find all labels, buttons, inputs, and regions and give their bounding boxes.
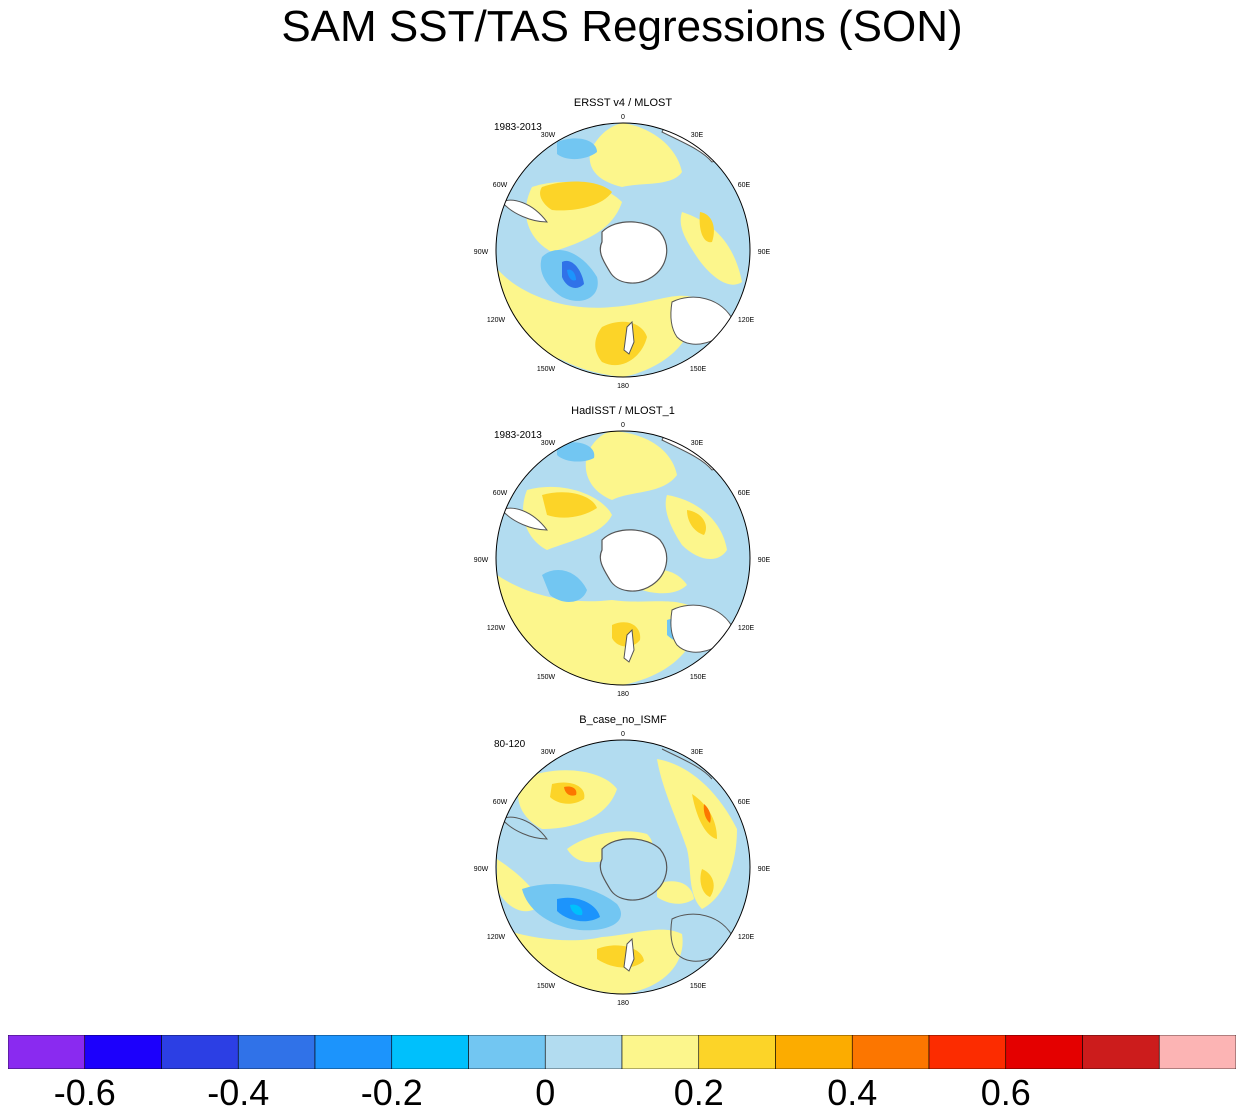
colorbar-box: [468, 1035, 546, 1069]
colorbar-box: [698, 1035, 776, 1069]
lon-label: 150W: [537, 983, 556, 990]
map-panel-bcase: B_case_no_ISMF 80-120 0: [472, 709, 774, 1009]
lon-label: 120E: [738, 934, 755, 941]
lon-label: 60W: [493, 490, 508, 497]
longitude-labels: 0 30E 60E 90E 120E 150E 180 150W 120W 90…: [474, 114, 771, 390]
lon-label: 30W: [541, 749, 556, 756]
lon-label: 60E: [738, 182, 751, 189]
sst-field: [496, 740, 750, 994]
colorbar-box: [928, 1035, 1007, 1069]
lon-label: 30W: [541, 440, 556, 447]
lon-label: 30E: [691, 440, 704, 447]
lon-label: 0: [621, 731, 625, 738]
lon-label: 120E: [738, 625, 755, 632]
lon-label: 90E: [758, 249, 771, 256]
lon-label: 90E: [758, 557, 771, 564]
colorbar-tick-label: 0.6: [980, 1072, 1031, 1113]
colorbar-box: [161, 1035, 239, 1069]
lon-label: 90W: [474, 866, 489, 873]
colorbar-box: [1005, 1035, 1083, 1069]
colorbar-box: [544, 1035, 623, 1069]
lon-label: 180: [617, 1000, 629, 1007]
lon-label: 60E: [738, 799, 751, 806]
lon-label: 150E: [690, 366, 707, 373]
sst-field: [496, 431, 750, 685]
lon-label: 120W: [487, 317, 506, 324]
colorbar-box: [237, 1035, 316, 1069]
panel-title: HadISST / MLOST_1: [571, 405, 675, 417]
lon-label: 30W: [541, 132, 556, 139]
panel-period: 1983-2013: [494, 122, 542, 133]
colorbar-box: [84, 1035, 162, 1069]
colorbar: [8, 1035, 1236, 1069]
colorbar-box: [775, 1035, 853, 1069]
lon-label: 180: [617, 691, 629, 698]
colorbar-tick-label: 0: [535, 1072, 556, 1113]
colorbar-tick-label: 0.4: [827, 1072, 878, 1113]
figure-title: SAM SST/TAS Regressions (SON): [281, 2, 963, 51]
colorbar-box: [621, 1035, 700, 1069]
colorbar-box: [1158, 1035, 1236, 1069]
lon-label: 90W: [474, 557, 489, 564]
lon-label: 60W: [493, 182, 508, 189]
map-panel-ersst: ERSST v4 / MLOST 1983-2013: [472, 92, 774, 392]
longitude-labels: 0 30E 60E 90E 120E 150E 180 150W 120W 90…: [474, 731, 771, 1007]
colorbar-box: [851, 1035, 930, 1069]
colorbar-box: [314, 1035, 393, 1069]
lon-label: 90W: [474, 249, 489, 256]
colorbar-tick-label: -0.6: [53, 1072, 116, 1113]
lon-label: 0: [621, 114, 625, 121]
lon-label: 30E: [691, 132, 704, 139]
panel-title: B_case_no_ISMF: [579, 714, 667, 726]
colorbar-tick-label: 0.2: [673, 1072, 724, 1113]
colorbar-box: [1082, 1035, 1160, 1069]
colorbar-tick-label: -0.2: [360, 1072, 423, 1113]
lon-label: 150E: [690, 674, 707, 681]
panel-period: 80-120: [494, 739, 526, 750]
lon-label: 60E: [738, 490, 751, 497]
lon-label: 30E: [691, 749, 704, 756]
lon-label: 150W: [537, 674, 556, 681]
lon-label: 120W: [487, 625, 506, 632]
lon-label: 180: [617, 383, 629, 390]
colorbar-box: [391, 1035, 469, 1069]
lon-label: 120W: [487, 934, 506, 941]
lon-label: 0: [621, 422, 625, 429]
map-panel-hadisst: HadISST / MLOST_1 1983-2013 0 30E 60E: [472, 400, 774, 700]
lon-label: 90E: [758, 866, 771, 873]
lon-label: 150W: [537, 366, 556, 373]
lon-label: 120E: [738, 317, 755, 324]
lon-label: 150E: [690, 983, 707, 990]
colorbar-tick-label: -0.4: [207, 1072, 270, 1113]
longitude-labels: 0 30E 60E 90E 120E 150E 180 150W 120W 90…: [474, 422, 771, 698]
panel-period: 1983-2013: [494, 430, 542, 441]
colorbar-box: [8, 1035, 86, 1069]
panel-title: ERSST v4 / MLOST: [574, 97, 672, 109]
lon-label: 60W: [493, 799, 508, 806]
